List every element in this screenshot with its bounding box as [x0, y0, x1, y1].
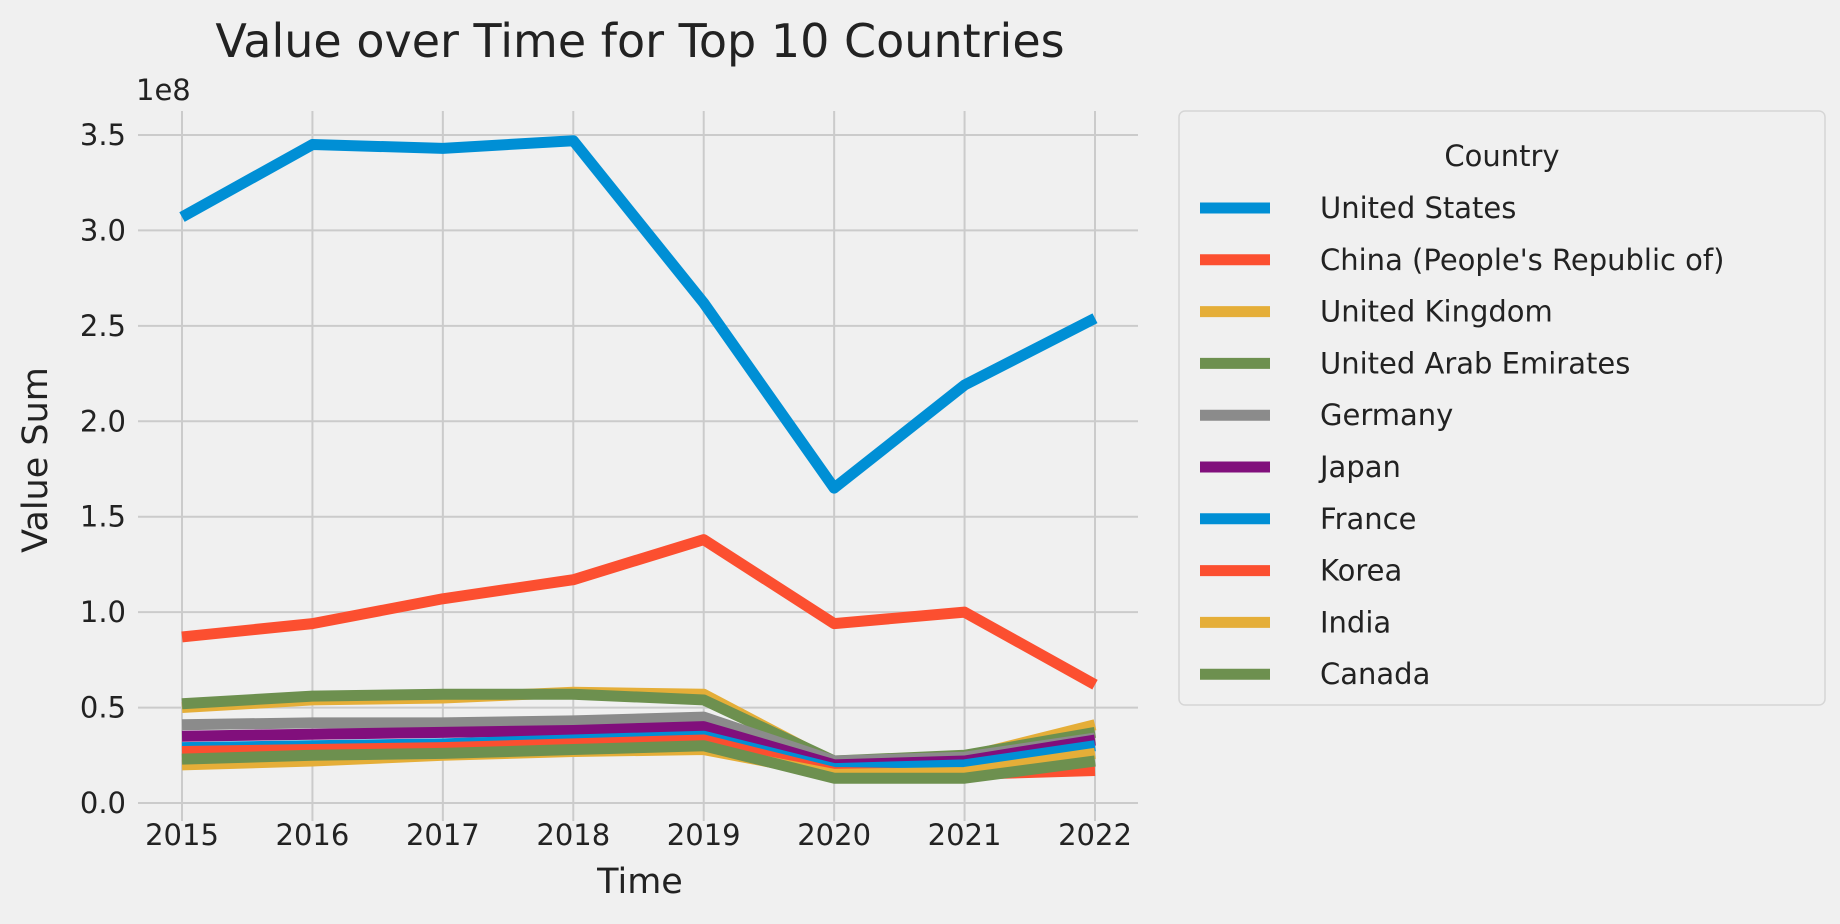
legend-item: United Arab Emirates	[1200, 346, 1630, 380]
legend-label: India	[1320, 605, 1391, 639]
x-tick-label: 2015	[145, 818, 219, 852]
y-axis-label: Value Sum	[16, 367, 56, 553]
y-tick-label: 3.0	[80, 213, 126, 247]
series-line-canada	[181, 740, 1096, 784]
legend-item: Japan	[1200, 450, 1401, 484]
legend: Country United States China (People's Rep…	[1178, 110, 1826, 706]
chart-title: Value over Time for Top 10 Countries	[215, 14, 1064, 68]
legend-box	[1178, 110, 1826, 706]
series-lines	[179, 135, 1098, 784]
x-tick-label: 2021	[928, 818, 1002, 852]
x-ticks: 2015 2016 2017 2018 2019 2020 2021 2022	[145, 818, 1132, 852]
legend-label: Japan	[1318, 450, 1401, 484]
legend-item: China (People's Republic of)	[1200, 243, 1724, 277]
legend-label: United Arab Emirates	[1320, 346, 1630, 380]
legend-item: India	[1200, 605, 1391, 639]
legend-item: Korea	[1200, 554, 1402, 588]
legend-item: United Kingdom	[1200, 295, 1553, 329]
y-ticks: 0.0 0.5 1.0 1.5 2.0 2.5 3.0 3.5	[80, 118, 126, 820]
legend-label: Germany	[1320, 398, 1453, 432]
y-tick-label: 3.5	[80, 118, 126, 152]
x-tick-label: 2018	[536, 818, 610, 852]
legend-label: United States	[1320, 191, 1516, 225]
x-tick-label: 2019	[667, 818, 741, 852]
legend-item: United States	[1200, 191, 1516, 225]
legend-label: France	[1320, 502, 1416, 536]
y-tick-label: 1.5	[80, 500, 126, 534]
legend-label: Canada	[1320, 657, 1430, 691]
legend-item: Germany	[1200, 398, 1453, 432]
y-tick-label: 2.0	[80, 404, 126, 438]
series-line-china-people-s-republic-of-	[181, 534, 1098, 690]
y-tick-label: 2.5	[80, 309, 126, 343]
x-tick-label: 2022	[1058, 818, 1132, 852]
legend-item: France	[1200, 502, 1416, 536]
legend-label: United Kingdom	[1320, 295, 1553, 329]
y-tick-label: 1.0	[80, 595, 126, 629]
legend-title: Country	[1444, 139, 1559, 173]
x-tick-label: 2020	[797, 818, 871, 852]
x-tick-label: 2017	[406, 818, 480, 852]
series-line-united-states	[179, 135, 1098, 494]
y-tick-label: 0.5	[80, 691, 126, 725]
y-tick-label: 0.0	[80, 786, 126, 820]
legend-label: China (People's Republic of)	[1320, 243, 1724, 277]
x-axis-label: Time	[596, 862, 683, 902]
legend-label: Korea	[1320, 554, 1402, 588]
x-tick-label: 2016	[276, 818, 350, 852]
legend-item: Canada	[1200, 657, 1430, 691]
y-offset-label: 1e8	[136, 73, 191, 107]
